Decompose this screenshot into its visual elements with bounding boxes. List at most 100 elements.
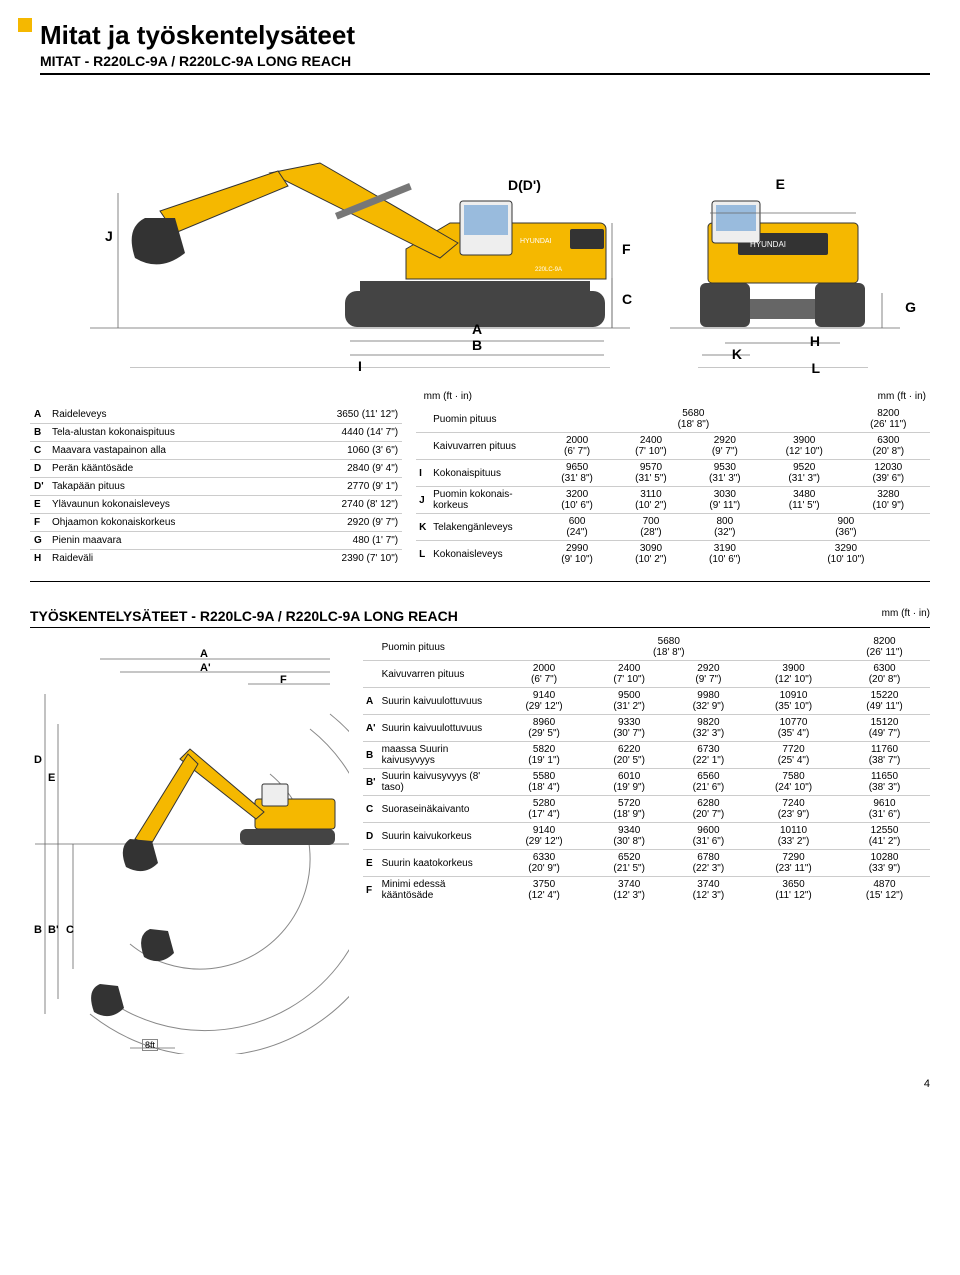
row-val: 3110(10' 2") — [614, 487, 688, 514]
mm-val: 9610 — [842, 798, 927, 809]
range-arm-label: Kaivuvarren pituus — [379, 661, 499, 688]
range-label: Minimi edessä kääntösäde — [379, 877, 499, 904]
ft-val: (12' 3") — [672, 890, 745, 901]
ft-val: (18' 4") — [502, 782, 587, 793]
row-label: Puomin kokonais-korkeus — [430, 487, 540, 514]
dim-name: Tela-alustan kokonaispituus — [48, 424, 312, 442]
ft-val: (31' 6") — [672, 836, 745, 847]
dim-E: E — [776, 176, 785, 192]
dim-code: D' — [30, 478, 48, 496]
mm-val: 3740 — [672, 879, 745, 890]
dim-val: 4440 (14' 7") — [312, 424, 402, 442]
ft-val: (7' 10") — [593, 674, 666, 685]
range-val: 9340(30' 8") — [590, 823, 669, 850]
arm-label: Kaivuvarren pituus — [430, 433, 540, 460]
mm-val: 9600 — [672, 825, 745, 836]
ft-val: (10' 2") — [617, 500, 685, 511]
range-val: 11650(38' 3") — [839, 769, 930, 796]
dim-name: Takapään pituus — [48, 478, 312, 496]
dim-val: 480 (1' 7") — [312, 532, 402, 550]
mm-val: 8200 — [842, 636, 927, 647]
dim-B: B — [472, 337, 482, 353]
ft-val: (38' 7") — [842, 755, 927, 766]
mm-val: 2990 — [543, 543, 611, 554]
rdim-Bp: B' — [48, 924, 59, 936]
mm-val: 2920 — [691, 435, 759, 446]
range-code: B — [363, 742, 379, 769]
ft-val: (26' 11") — [842, 647, 927, 658]
ft-val: (18' 8") — [543, 419, 844, 430]
rdim-D: D — [34, 754, 42, 766]
mm-val: 7580 — [751, 771, 836, 782]
ft-val: (20' 5") — [593, 755, 666, 766]
unit-right: mm (ft · in) — [480, 391, 930, 402]
dim-name: Ylävaunun kokonaisleveys — [48, 496, 312, 514]
dim-code: A — [30, 406, 48, 424]
mm-val: 3190 — [691, 543, 759, 554]
ft-val: (38' 3") — [842, 782, 927, 793]
range-val: 3740(12' 3") — [669, 877, 748, 904]
ft-val: (23' 9") — [751, 809, 836, 820]
ft-val: (29' 12") — [502, 836, 587, 847]
mm-val: 12550 — [842, 825, 927, 836]
ft-val: (12' 10") — [751, 674, 836, 685]
subtitle-prefix: MITAT - — [40, 53, 93, 69]
dim-H: H — [810, 333, 820, 349]
mm-val: 6220 — [593, 744, 666, 755]
range-val: 9610(31' 6") — [839, 796, 930, 823]
hyundai-logo-side: HYUNDAI — [520, 238, 552, 245]
row-val: 12030(39' 6") — [847, 460, 930, 487]
ft-val: (24' 10") — [751, 782, 836, 793]
dim-code: E — [30, 496, 48, 514]
row-val: 800(32") — [688, 514, 762, 541]
arm-val: 2000(6' 7") — [540, 433, 614, 460]
mm-val: 2000 — [502, 663, 587, 674]
ft-val: (36") — [765, 527, 927, 538]
dim-C: C — [622, 291, 632, 307]
ft-val: (17' 4") — [502, 809, 587, 820]
subtitle: MITAT - R220LC-9A / R220LC-9A LONG REACH — [40, 53, 930, 75]
range-val: 5580(18' 4") — [499, 769, 590, 796]
range-val: 5720(18' 9") — [590, 796, 669, 823]
dim-name: Raideleveys — [48, 406, 312, 424]
dim-J: J — [105, 228, 113, 244]
ft-val: (32' 3") — [672, 728, 745, 739]
ft-val: (35' 10") — [751, 701, 836, 712]
range-label: Suoraseinäkaivanto — [379, 796, 499, 823]
mm-val: 3750 — [502, 879, 587, 890]
ft-val: (32") — [691, 527, 759, 538]
unit-left: mm (ft · in) — [30, 391, 480, 402]
range-arm-val: 2000(6' 7") — [499, 661, 590, 688]
rdim-E: E — [48, 772, 55, 784]
mm-val: 700 — [617, 516, 685, 527]
excavator-side-view: HYUNDAI 220LC-9A — [90, 123, 630, 368]
dim-val: 2740 (8' 12") — [312, 496, 402, 514]
ft-val: (10' 6") — [691, 554, 759, 565]
range-val: 7240(23' 9") — [748, 796, 839, 823]
mm-val: 6280 — [672, 798, 745, 809]
mm-val: 10280 — [842, 852, 927, 863]
range-code: A — [363, 688, 379, 715]
mm-val: 9530 — [691, 462, 759, 473]
ft-val: (18' 9") — [593, 809, 666, 820]
range-label: Suurin kaivuulottuvuus — [379, 688, 499, 715]
ft-val: (23' 11") — [751, 863, 836, 874]
ft-val: (31' 6") — [842, 809, 927, 820]
ft-val: (21' 5") — [593, 863, 666, 874]
mm-val: 10110 — [751, 825, 836, 836]
range-label: Suurin kaatokorkeus — [379, 850, 499, 877]
accent-square — [18, 18, 32, 32]
boom-val: 5680(18' 8") — [540, 406, 847, 433]
ft-val: (31' 3") — [765, 473, 844, 484]
range-val: 6280(20' 7") — [669, 796, 748, 823]
ft-val: (33' 9") — [842, 863, 927, 874]
mm-val: 4870 — [842, 879, 927, 890]
sec2-unit: mm (ft · in) — [882, 608, 930, 619]
ft-val: (20' 9") — [502, 863, 587, 874]
row-code: I — [416, 460, 430, 487]
mm-val: 6330 — [502, 852, 587, 863]
ft-val: (31' 3") — [691, 473, 759, 484]
ft-val: (22' 1") — [672, 755, 745, 766]
ft-val: (9' 7") — [691, 446, 759, 457]
range-val: 3750(12' 4") — [499, 877, 590, 904]
